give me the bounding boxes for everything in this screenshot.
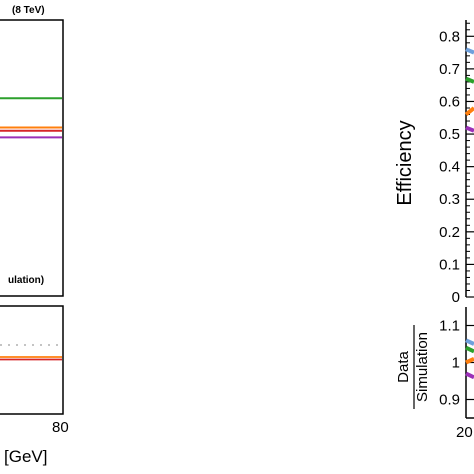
- right-lower-series-group: [465, 338, 474, 380]
- right-lower-ylabel-numerator: Data: [395, 351, 412, 383]
- right-upper-tick-label-1: 0.1: [439, 256, 460, 273]
- left-upper-series-group: [0, 97, 62, 139]
- right-upper-panel: Efficiency 0 0.1 0.2 0.3 0.4 0.5 0.6 0.7 0.8: [394, 20, 474, 306]
- left-simulation-label: ulation): [8, 275, 44, 286]
- left-lower-series-group: [0, 356, 62, 361]
- right-upper-series-line-1: [465, 76, 474, 84]
- right-upper-tick-label-5: 0.5: [439, 126, 460, 143]
- right-upper-tick-label-7: 0.7: [439, 61, 460, 78]
- right-upper-tick-label-8: 0.8: [439, 28, 460, 45]
- left-lower-frame: [0, 305, 64, 415]
- right-upper-tick-label-3: 0.3: [439, 191, 460, 208]
- right-lower-series-line-1: [465, 345, 474, 354]
- right-lower-series-line-0: [465, 338, 474, 346]
- left-upper-frame: [0, 19, 64, 297]
- right-upper-tick-label-4: 0.4: [439, 159, 460, 176]
- right-upper-tick-group: 0 0.1 0.2 0.3 0.4 0.5 0.6 0.7 0.8: [439, 22, 474, 306]
- left-x-tick-80: 80: [52, 419, 69, 436]
- right-upper-series-line-3: [465, 125, 474, 133]
- right-y-axis-label: Efficiency: [394, 120, 416, 205]
- right-lower-series-line-3: [465, 371, 474, 380]
- right-upper-series-group: [464, 47, 474, 133]
- right-upper-series-line-0: [465, 47, 474, 55]
- right-lower-tick-group: 0.9 1 1.1: [439, 318, 474, 409]
- right-x-tick-20: 20: [456, 424, 473, 441]
- right-lower-tick-label-2: 1.1: [439, 318, 460, 335]
- left-x-axis-label: [GeV]: [4, 447, 47, 466]
- left-energy-label: (8 TeV): [12, 5, 45, 16]
- right-lower-tick-label-1: 1: [452, 355, 460, 372]
- right-lower-panel: Data Simulation 0.9 1 1.1 20: [395, 307, 474, 441]
- right-lower-series-line-2: [465, 356, 474, 365]
- right-lower-ylabel-denominator: Simulation: [414, 332, 431, 402]
- right-lower-tick-label-0: 0.9: [439, 392, 460, 409]
- right-upper-series-line-2: [464, 106, 474, 117]
- left-lower-panel: 80 [GeV]: [0, 305, 69, 466]
- left-upper-panel: (8 TeV) ulation): [0, 5, 64, 297]
- right-upper-tick-label-6: 0.6: [439, 93, 460, 110]
- right-upper-tick-label-0: 0: [452, 289, 460, 306]
- right-upper-tick-label-2: 0.2: [439, 224, 460, 241]
